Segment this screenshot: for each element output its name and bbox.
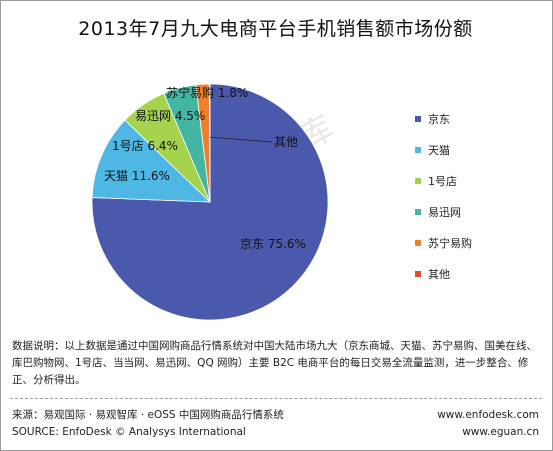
pie-slice-5 — [208, 83, 211, 203]
legend-label: 天猫 — [428, 143, 450, 157]
source-en: SOURCE: EnfoDesk © Analysys Internationa… — [12, 426, 246, 438]
pie-slices — [91, 83, 329, 321]
footer-urls: www.enfodesk.com www.eguan.cn — [437, 407, 539, 441]
legend-label: 苏宁易购 — [428, 236, 472, 250]
legend-label: 1号店 — [428, 174, 457, 188]
legend-swatch — [415, 239, 421, 246]
legend-item-1: 天猫 — [415, 134, 472, 165]
chart-title: 2013年7月九大电商平台手机销售额市场份额 — [78, 18, 473, 40]
legend-swatch — [415, 115, 421, 122]
legend-swatch — [415, 208, 421, 215]
legend-item-2: 1号店 — [415, 165, 472, 196]
pie-labels: 京东 75.6% 天猫 11.6% 1号店 6.4% 易迅网 4.5% 苏宁易购 1.8… — [104, 85, 306, 251]
legend-item-5: 其他 — [415, 258, 472, 289]
source-cn: 来源：易观国际 · 易观智库 · eOSS 中国网购商品行情系统 — [12, 409, 284, 421]
legend-label: 京东 — [428, 112, 450, 126]
legend-swatch — [415, 177, 421, 184]
legend-item-3: 易迅网 — [415, 196, 472, 227]
slice-label-4: 苏宁易购 1.8% — [166, 85, 248, 100]
slice-label-5: 其他 — [274, 135, 298, 149]
pie-slice-1 — [91, 119, 212, 203]
footer-divider — [10, 398, 542, 399]
legend-label: 易迅网 — [428, 205, 461, 219]
slice-label-0: 京东 75.6% — [240, 237, 306, 251]
legend-swatch — [415, 270, 421, 277]
legend-label: 其他 — [428, 267, 450, 281]
leader-line-other — [209, 136, 273, 143]
legend-item-4: 苏宁易购 — [415, 227, 472, 258]
url-eguan[interactable]: www.eguan.cn — [462, 426, 539, 438]
legend-swatch — [415, 146, 421, 153]
chart-legend: 京东天猫 1号店易迅网苏宁易购其他 — [415, 103, 472, 289]
slice-label-1: 天猫 11.6% — [104, 169, 170, 183]
legend-item-0: 京东 — [415, 103, 472, 134]
data-note: 数据说明：以上数据是通过中国网购商品行情系统对中国大陆市场九大（京东商城、天猫、… — [12, 340, 537, 386]
slice-label-2: 1号店 6.4% — [112, 139, 178, 153]
url-enfodesk[interactable]: www.enfodesk.com — [437, 409, 539, 421]
footer-source: 来源：易观国际 · 易观智库 · eOSS 中国网购商品行情系统 SOURCE:… — [12, 407, 284, 441]
slice-label-3: 易迅网 4.5% — [135, 109, 205, 123]
